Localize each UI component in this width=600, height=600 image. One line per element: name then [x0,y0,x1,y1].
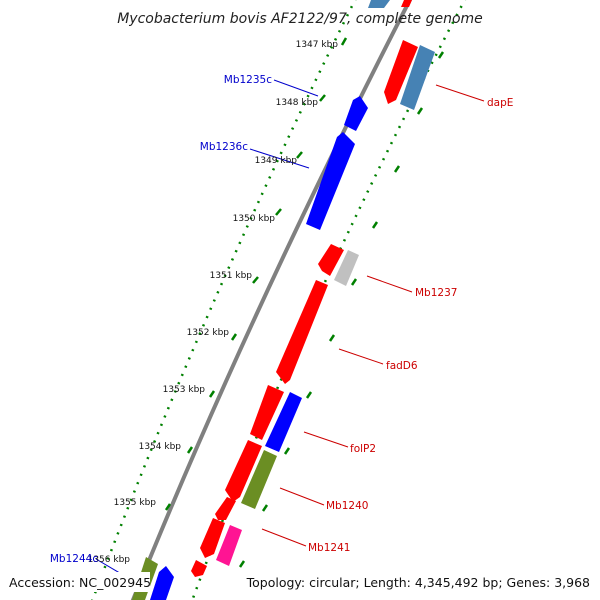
footer-summary: Topology: circular; Length: 4,345,492 bp… [246,575,590,590]
feature-fadD6 [276,280,328,384]
tick-label-1348: 1348 kbp [276,98,319,108]
gene-label-Mb1237[interactable]: Mb1237 [415,287,457,299]
tick-label-1349: 1349 kbp [255,156,298,166]
label-leader-lines [95,79,485,583]
feature-gray-Mb1237 [334,250,359,286]
gene-label-Mb1244c[interactable]: Mb1244c [50,553,98,565]
outer-dotted-track [91,0,357,600]
gene-label-fadD6[interactable]: fadD6 [386,360,418,372]
inner-tick-marks [238,51,445,568]
tick-label-1356: 1356 kbp [88,555,131,565]
feature-top-steelblue [368,0,390,8]
feature-folP2-blue [265,392,302,452]
tick-label-1350: 1350 kbp [233,214,276,224]
tick-label-1352: 1352 kbp [187,328,230,338]
gene-label-Mb1235c[interactable]: Mb1235c [224,74,272,86]
feature-Mb1237 [318,244,344,276]
gene-label-dapE[interactable]: dapE [487,97,513,109]
feature-Mb1241-red-3 [191,560,207,577]
feature-Mb1241-red-1 [215,497,236,520]
feature-top-red-stub [401,0,412,7]
feature-Mb1236c [306,132,355,230]
feature-Mb1235c [344,96,368,131]
gene-label-Mb1241[interactable]: Mb1241 [308,542,350,554]
feature-Mb1240-red [225,440,262,502]
gene-label-Mb1240[interactable]: Mb1240 [326,500,368,512]
tick-label-1354: 1354 kbp [139,442,182,452]
feature-Mb1241-red-2 [200,518,225,558]
feature-folP2-red-1 [250,385,284,440]
tick-label-1347: 1347 kbp [296,40,339,50]
map-title: Mycobacterium bovis AF2122/97, complete … [117,11,483,27]
footer-summary-bg [256,572,594,592]
feature-steelblue-dapE [400,45,435,110]
feature-Mb1241-pink [216,525,242,566]
gene-label-folP2[interactable]: folP2 [350,443,376,455]
feature-dapE [384,40,418,104]
gene-label-Mb1236c[interactable]: Mb1236c [200,141,248,153]
genome-backbone [130,0,413,600]
feature-Mb1240-olive [241,450,277,509]
tick-label-1351: 1351 kbp [210,271,253,281]
footer-accession-bg [4,572,150,592]
tick-label-1353: 1353 kbp [163,385,206,395]
tick-label-1355: 1355 kbp [114,498,157,508]
feature-Mb1244c-blue [150,566,174,600]
footer-accession: Accession: NC_002945 [9,575,151,590]
